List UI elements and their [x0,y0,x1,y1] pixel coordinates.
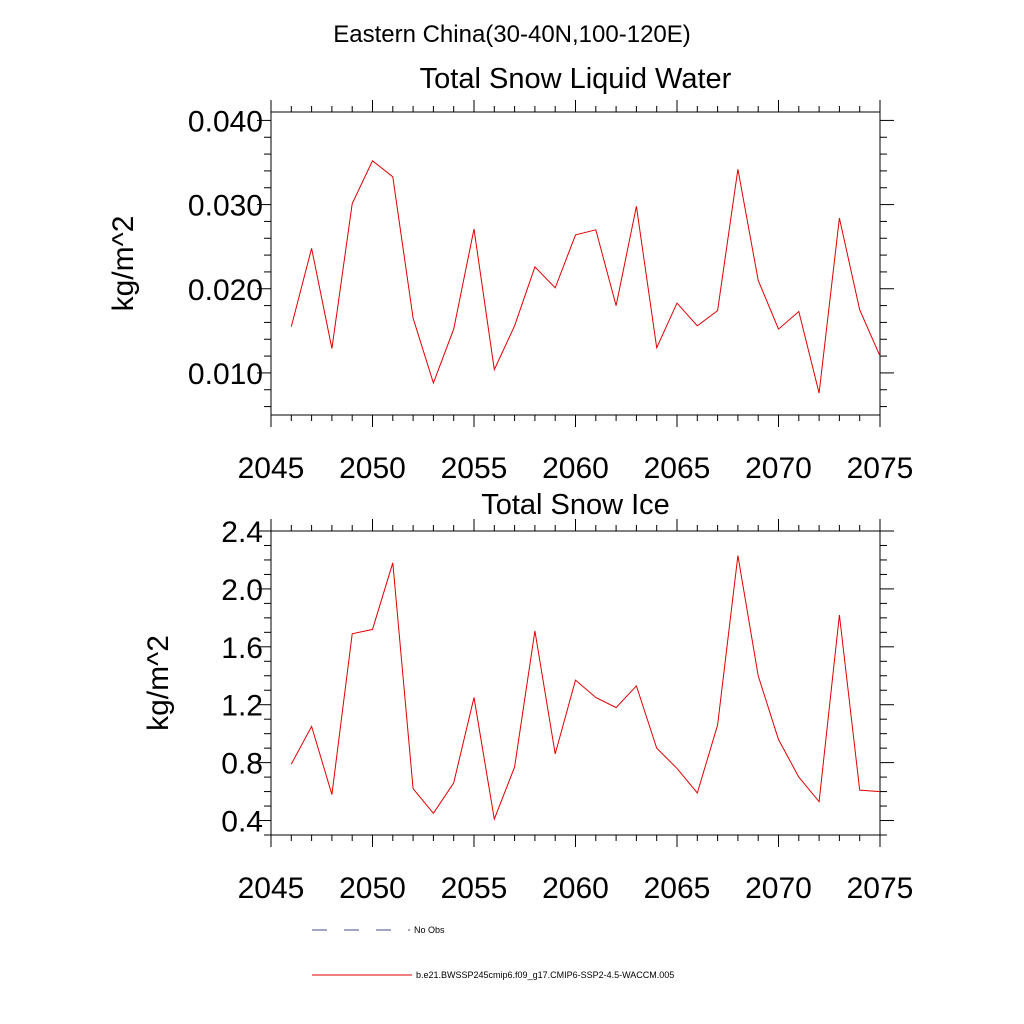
x-tick-label: 2070 [745,872,812,905]
legend-label-model: b.e21.BWSSP245cmip6.f09_g17.CMIP6-SSP2-4… [416,970,674,980]
y-tick-label: 1.2 [221,690,263,723]
x-tick-label: 2060 [542,872,609,905]
x-tick-label: 2075 [847,452,914,485]
panel-snow-liquid-water: 2045 2050 2055 2060 2065 2070 2075 0.010 0.020 0.… [107,63,913,485]
main-title: Eastern China(30-40N,100-120E) [333,21,691,48]
x-tick-label: 2045 [238,452,305,485]
panel-title: Total Snow Liquid Water [420,63,732,95]
legend: No Obs b.e21.BWSSP245cmip6.f09_g17.CMIP6… [312,925,674,980]
plot-frame [270,530,881,836]
y-tick-label: 2.0 [221,574,263,607]
x-tick-label: 2065 [644,452,711,485]
x-tick-label: 2045 [238,872,305,905]
y-tick-label: 0.030 [188,190,263,223]
x-tick-label: 2055 [441,872,508,905]
y-tick-label: 0.040 [188,105,263,138]
x-tick-label: 2060 [542,452,609,485]
x-tick-label: 2075 [847,872,914,905]
y-tick-label: 0.020 [188,274,263,307]
plot-frame [270,111,881,416]
y-tick-label: 1.6 [221,632,263,665]
y-tick-label: 0.010 [188,358,263,391]
legend-label-no-obs: No Obs [414,925,445,935]
series-line [290,160,881,394]
y-tick-label: 2.4 [221,516,263,549]
y-tick-label: 0.4 [221,806,263,839]
x-tick-label: 2055 [441,452,508,485]
panel-title: Total Snow Ice [481,489,670,521]
y-axis-label: kg/m^2 [142,635,175,731]
x-tick-label: 2050 [339,872,406,905]
x-tick-label: 2050 [339,452,406,485]
x-tick-label: 2070 [745,452,812,485]
panel-snow-ice: 2045 2050 2055 2060 2065 2070 2075 0.4 0.8 1.2 1.6… [142,489,913,905]
y-axis-label: kg/m^2 [107,216,140,312]
series-line [290,555,881,821]
x-tick-label: 2065 [644,872,711,905]
y-tick-label: 0.8 [221,748,263,781]
